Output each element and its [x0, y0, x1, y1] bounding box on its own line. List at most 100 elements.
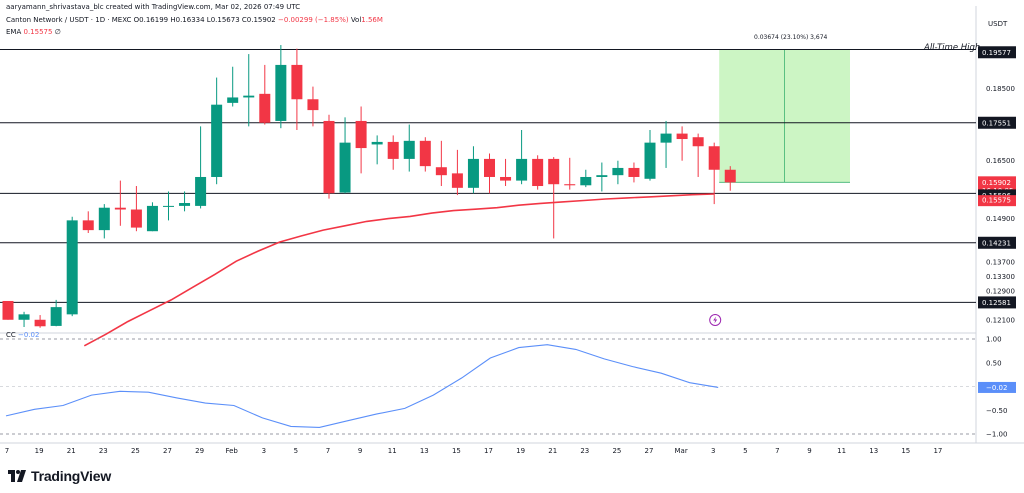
- candle: [243, 54, 255, 127]
- tradingview-logo-text: TradingView: [31, 468, 112, 484]
- candle: [66, 216, 78, 317]
- candle: [516, 129, 528, 185]
- cc-indicator-pane: 1.00 0.50 −0.50 −1.00 −0.02: [0, 336, 1016, 439]
- cc-tick-label: 0.50: [986, 359, 1002, 367]
- candle-body: [484, 158, 495, 177]
- candle-body: [195, 176, 207, 206]
- candle-body: [419, 140, 431, 167]
- candle: [82, 211, 94, 234]
- open-value: 0.16199: [139, 16, 169, 24]
- candle: [548, 157, 560, 239]
- time-tick-label: 11: [837, 447, 846, 455]
- event-markers: [709, 314, 722, 326]
- candle-body: [500, 176, 512, 181]
- candle: [403, 124, 415, 172]
- candle-body: [628, 167, 640, 177]
- candle-body: [612, 167, 624, 176]
- candle-body: [692, 137, 704, 147]
- price-level-tag-text: 0.14231: [982, 239, 1011, 247]
- candle-body: [676, 133, 688, 140]
- candle-body: [339, 142, 351, 193]
- candle-body: [66, 220, 78, 315]
- candle: [419, 137, 431, 172]
- candle: [195, 126, 207, 209]
- time-tick-label: 17: [484, 447, 493, 455]
- price-tick-label: 0.12100: [986, 316, 1015, 324]
- candle: [371, 135, 383, 165]
- change-value: −0.00299 (−1.85%): [277, 16, 349, 24]
- time-tick-label: 9: [358, 447, 362, 455]
- candle-body: [34, 319, 46, 327]
- candle: [34, 315, 46, 328]
- candle: [339, 117, 351, 194]
- symbol-name[interactable]: Canton Network / USDT · 1D · MEXC: [6, 16, 132, 24]
- price-tick-label: 0.16500: [986, 157, 1015, 165]
- volume-label: Vol: [350, 16, 362, 24]
- price-level-tag: [978, 236, 1016, 249]
- time-tick-label: 3: [711, 447, 715, 455]
- candle-body: [724, 169, 736, 183]
- time-tick-label: 13: [420, 447, 429, 455]
- candle-body: [532, 158, 544, 187]
- candle-body: [580, 176, 592, 186]
- low-label: L: [206, 16, 211, 24]
- candle-body: [211, 104, 223, 177]
- candle-body: [259, 93, 271, 123]
- tradingview-logo[interactable]: TradingView: [8, 468, 111, 484]
- close-value: 0.15902: [246, 16, 276, 24]
- price-tick-label: 0.13700: [986, 258, 1015, 266]
- cc-tick-label: 1.00: [986, 336, 1002, 344]
- candle-body: [18, 314, 30, 320]
- ema-legend[interactable]: EMA 0.15575 ∅: [6, 28, 61, 36]
- volume-value: 1.56M: [361, 16, 383, 24]
- open-label: O: [133, 16, 140, 24]
- candle: [2, 300, 14, 320]
- time-tick-label: 15: [452, 447, 461, 455]
- candle: [98, 204, 110, 239]
- candle-body: [275, 64, 287, 121]
- cc-legend[interactable]: CC −0.02: [6, 331, 39, 339]
- candle-body: [163, 205, 174, 207]
- all-time-high-label: All-Time High: [924, 43, 981, 53]
- time-tick-label: 21: [67, 447, 76, 455]
- low-value: 0.15673: [210, 16, 240, 24]
- candle-body: [387, 141, 399, 159]
- time-tick-label: 19: [35, 447, 44, 455]
- candle: [628, 162, 640, 183]
- candle-body: [179, 203, 191, 206]
- candle-body: [644, 142, 656, 179]
- candle-body: [467, 158, 479, 188]
- candle: [114, 180, 126, 226]
- time-tick-label: Mar: [674, 447, 687, 455]
- candle: [660, 120, 672, 168]
- close-label: C: [241, 16, 247, 24]
- candle: [435, 140, 447, 187]
- candle: [612, 160, 624, 185]
- candle-body: [596, 175, 608, 177]
- candle-body: [291, 64, 303, 100]
- candle: [275, 45, 287, 129]
- horizontal-levels: [0, 48, 976, 303]
- cc-current-tag: [978, 381, 1016, 393]
- cc-label: CC: [6, 331, 16, 339]
- time-tick-label: 9: [807, 447, 811, 455]
- time-tick-label: 23: [99, 447, 108, 455]
- time-tick-label: 25: [612, 447, 621, 455]
- candle: [692, 133, 704, 177]
- time-axis[interactable]: 7 19 21 23 25 27 29 Feb 3 5 7 9 11 13 15 17 19 21 23 25 27 Ma…: [5, 447, 943, 455]
- lightning-glyph: [713, 316, 718, 324]
- price-axis[interactable]: 0.19577 0.18500 0.17551 0.16500 0.14900 0.142…: [978, 46, 1016, 324]
- cc-current-text: −0.02: [986, 384, 1007, 392]
- candle-body: [82, 220, 94, 231]
- time-tick-label: 19: [516, 447, 525, 455]
- symbol-ohlc-legend: Canton Network / USDT · 1D · MEXC O0.161…: [6, 16, 383, 24]
- price-level-tag: [978, 296, 1016, 309]
- candle: [451, 149, 463, 196]
- candle-body: [243, 95, 255, 98]
- candle-body: [114, 207, 126, 210]
- cc-tick-label: −0.50: [986, 407, 1007, 415]
- price-tick-label: 0.14900: [986, 215, 1015, 223]
